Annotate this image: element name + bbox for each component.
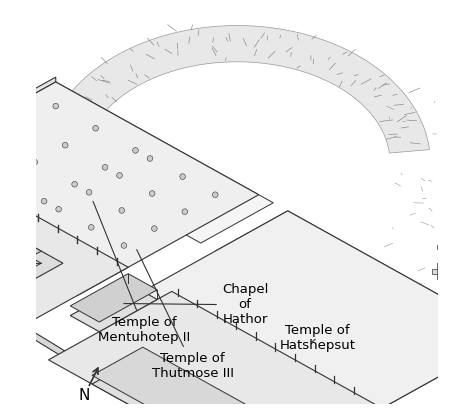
- Polygon shape: [0, 239, 41, 263]
- Bar: [473, 241, 474, 245]
- Polygon shape: [0, 77, 56, 211]
- Polygon shape: [70, 283, 157, 332]
- Polygon shape: [0, 239, 63, 287]
- Circle shape: [119, 208, 125, 213]
- Circle shape: [93, 125, 99, 131]
- Circle shape: [32, 159, 37, 165]
- Polygon shape: [48, 291, 382, 408]
- Circle shape: [102, 164, 108, 170]
- Polygon shape: [215, 211, 474, 364]
- Circle shape: [147, 156, 153, 161]
- Circle shape: [53, 103, 59, 109]
- Circle shape: [121, 243, 127, 248]
- Circle shape: [86, 189, 92, 195]
- Bar: [473, 257, 474, 261]
- Circle shape: [117, 173, 122, 178]
- Circle shape: [149, 191, 155, 196]
- Text: Chapel
of
Hathor: Chapel of Hathor: [124, 283, 268, 326]
- Circle shape: [182, 209, 188, 215]
- Polygon shape: [92, 347, 288, 408]
- Circle shape: [180, 174, 185, 180]
- Polygon shape: [432, 268, 448, 274]
- Circle shape: [152, 226, 157, 231]
- Polygon shape: [0, 204, 259, 408]
- Circle shape: [56, 206, 62, 212]
- Circle shape: [26, 223, 31, 229]
- Polygon shape: [438, 264, 443, 279]
- Circle shape: [63, 142, 68, 148]
- Bar: [437, 245, 443, 249]
- Polygon shape: [70, 274, 157, 322]
- Text: N: N: [78, 388, 90, 403]
- Circle shape: [212, 192, 218, 197]
- Polygon shape: [0, 82, 273, 243]
- Circle shape: [11, 215, 17, 221]
- Text: Temple of
Mentuhotep II: Temple of Mentuhotep II: [93, 201, 191, 344]
- Polygon shape: [0, 82, 259, 295]
- Polygon shape: [0, 183, 128, 324]
- Circle shape: [41, 198, 47, 204]
- Polygon shape: [259, 331, 474, 408]
- Circle shape: [89, 224, 94, 230]
- Polygon shape: [107, 211, 474, 408]
- Circle shape: [72, 182, 77, 187]
- Circle shape: [22, 120, 28, 126]
- Polygon shape: [92, 356, 288, 408]
- Circle shape: [58, 242, 64, 247]
- Polygon shape: [468, 289, 474, 294]
- Polygon shape: [0, 251, 41, 275]
- Text: Temple of
Hatshepsut: Temple of Hatshepsut: [280, 324, 356, 352]
- Polygon shape: [45, 26, 429, 153]
- Circle shape: [91, 259, 96, 265]
- Text: Temple of
Thutmose III: Temple of Thutmose III: [137, 250, 234, 380]
- Circle shape: [1, 176, 7, 182]
- Circle shape: [133, 148, 138, 153]
